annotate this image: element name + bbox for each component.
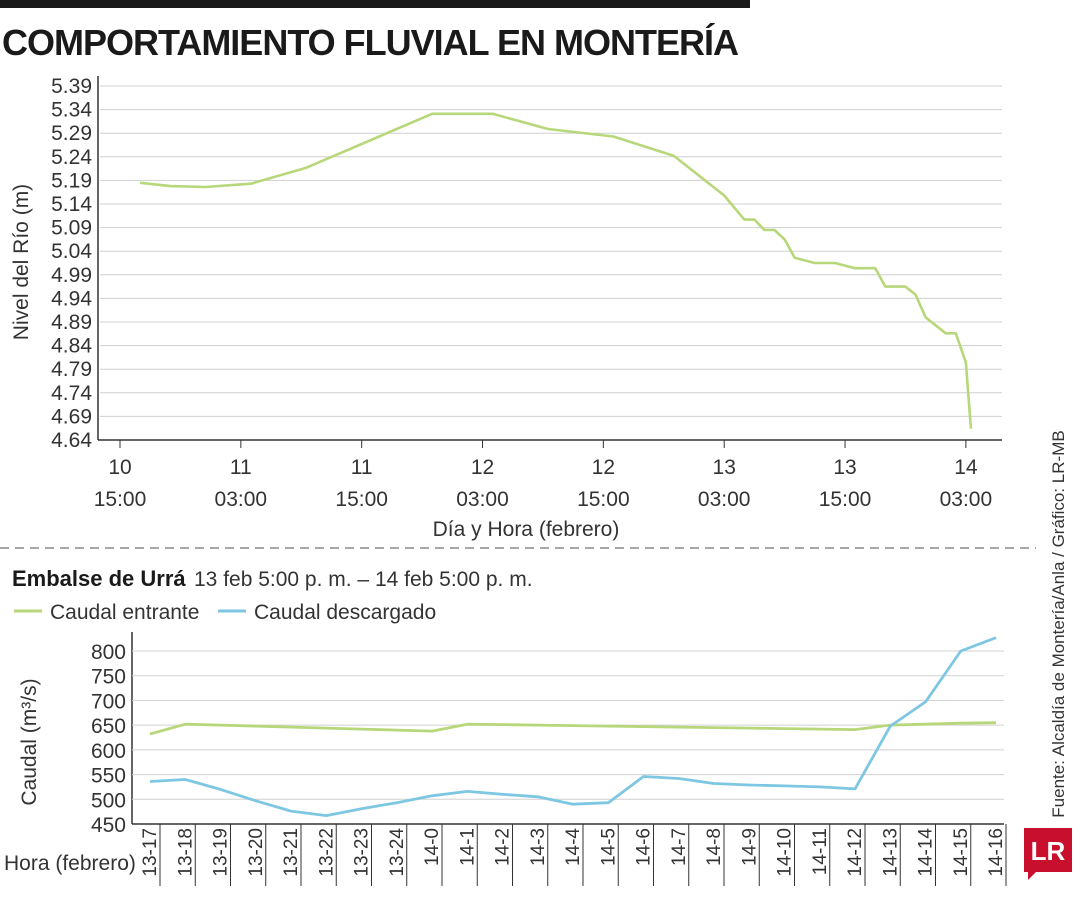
- x-tick-label-2: 14-5: [598, 828, 619, 866]
- x-tick-label-2: 13-18: [175, 828, 196, 877]
- y-tick-label-2: 650: [91, 715, 126, 738]
- y-tick-label-2: 500: [91, 789, 126, 812]
- y-axis-title-2: Caudal (m³/s): [18, 678, 41, 805]
- y-tick-label: 5.24: [51, 146, 92, 169]
- x-tick-label-day: 10: [108, 456, 131, 479]
- x-tick-label-2: 13-23: [352, 828, 373, 877]
- y-tick-label: 5.19: [51, 169, 92, 192]
- x-axis-title-2: Hora (febrero): [4, 852, 136, 875]
- source-note: Fuente: Alcaldía de Montería/Anla / Gráf…: [1049, 430, 1068, 817]
- x-tick-label-time: 03:00: [456, 488, 509, 511]
- x-tick-label-2: 14-3: [528, 828, 549, 866]
- x-tick-label-2: 13-22: [316, 828, 337, 877]
- logo-text: LR: [1031, 836, 1066, 866]
- x-tick-label-2: 14-15: [951, 828, 972, 877]
- chart2-subtitle: 13 feb 5:00 p. m. – 14 feb 5:00 p. m.: [194, 568, 533, 591]
- y-tick-label: 4.84: [51, 335, 92, 358]
- x-tick-label-time: 03:00: [215, 488, 268, 511]
- y-tick-label: 5.14: [51, 193, 92, 216]
- caudal-entrante-line: [149, 721, 997, 736]
- x-tick-label-day: 12: [592, 456, 615, 479]
- legend-label-entrante: Caudal entrante: [50, 601, 199, 624]
- x-tick-label-time: 03:00: [940, 488, 993, 511]
- x-tick-label-day: 12: [471, 456, 494, 479]
- x-tick-label-2: 14-12: [845, 828, 866, 877]
- x-tick-label-2: 14-7: [669, 828, 690, 866]
- x-tick-label-2: 14-1: [457, 828, 478, 866]
- lr-logo: LR: [1024, 828, 1072, 880]
- y-tick-label-2: 750: [91, 666, 126, 689]
- y-tick-label: 4.89: [51, 311, 92, 334]
- x-tick-label-time: 15:00: [335, 488, 388, 511]
- x-tick-label-2: 13-21: [281, 828, 302, 877]
- y-tick-label: 5.09: [51, 217, 92, 240]
- x-tick-label-2: 14-6: [634, 828, 655, 866]
- x-tick-label-2: 14-11: [810, 828, 831, 875]
- y-tick-label: 5.29: [51, 122, 92, 145]
- y-tick-label: 4.74: [51, 382, 92, 405]
- top-rule: [0, 0, 750, 8]
- y-tick-label: 4.79: [51, 358, 92, 381]
- y-tick-label-2: 800: [91, 641, 126, 664]
- y-tick-label-2: 450: [91, 814, 126, 837]
- y-tick-label: 5.04: [51, 240, 92, 263]
- x-tick-label-2: 14-14: [916, 828, 937, 877]
- x-tick-label-2: 14-16: [986, 828, 1007, 877]
- river-level-line: [139, 112, 973, 429]
- x-tick-label-time: 15:00: [94, 488, 147, 511]
- x-tick-label-2: 13-24: [387, 828, 408, 877]
- x-tick-label-2: 14-4: [563, 828, 584, 866]
- x-tick-label-day: 14: [954, 456, 978, 479]
- y-axis-title: Nivel del Río (m): [10, 184, 33, 340]
- y-tick-label: 4.64: [51, 429, 92, 452]
- x-tick-label-2: 14-0: [422, 828, 443, 866]
- y-tick-label-2: 550: [91, 765, 126, 788]
- x-tick-label-2: 14-2: [493, 828, 514, 866]
- x-tick-label-2: 14-9: [739, 828, 760, 866]
- x-tick-label-day: 13: [833, 456, 856, 479]
- caudal-descargado-line: [149, 636, 997, 817]
- x-tick-label-2: 14-13: [880, 828, 901, 877]
- x-tick-label-day: 11: [351, 456, 373, 479]
- legend-label-descargado: Caudal descargado: [254, 601, 436, 624]
- x-tick-label-time: 15:00: [577, 488, 630, 511]
- x-tick-label-day: 13: [713, 456, 736, 479]
- y-tick-label: 4.69: [51, 405, 92, 428]
- x-tick-label-day: 11: [230, 456, 252, 479]
- x-tick-label-2: 13-20: [246, 828, 267, 877]
- page-title: COMPORTAMIENTO FLUVIAL EN MONTERÍA: [2, 22, 739, 63]
- y-tick-label-2: 700: [91, 690, 126, 713]
- y-tick-label-2: 600: [91, 740, 126, 763]
- x-tick-label-time: 15:00: [819, 488, 872, 511]
- x-tick-label-time: 03:00: [698, 488, 751, 511]
- x-axis-title: Día y Hora (febrero): [433, 518, 620, 541]
- x-tick-label-2: 14-8: [704, 828, 725, 866]
- x-tick-label-2: 14-10: [775, 828, 796, 877]
- y-tick-label: 4.94: [51, 287, 92, 310]
- y-tick-label: 4.99: [51, 264, 92, 287]
- chart2-title: Embalse de Urrá: [12, 566, 186, 591]
- x-tick-label-2: 13-17: [140, 828, 161, 877]
- y-tick-label: 5.39: [51, 75, 92, 98]
- y-tick-label: 5.34: [51, 99, 92, 122]
- x-tick-label-2: 13-19: [211, 828, 232, 877]
